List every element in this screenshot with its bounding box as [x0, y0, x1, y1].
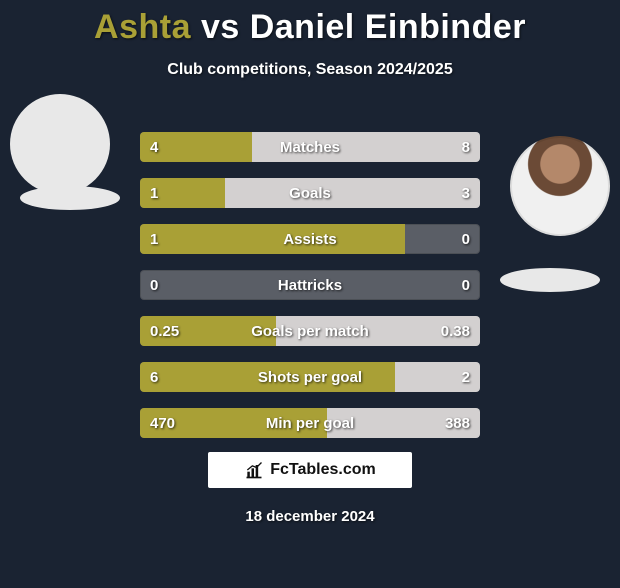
- comparison-title: Ashta vs Daniel Einbinder: [0, 8, 620, 47]
- stat-row: 10Assists: [140, 224, 480, 254]
- stat-label: Assists: [140, 224, 480, 254]
- player2-avatar: [510, 136, 610, 236]
- vs-text: vs: [201, 8, 240, 46]
- stat-row: 48Matches: [140, 132, 480, 162]
- subtitle: Club competitions, Season 2024/2025: [0, 61, 620, 79]
- stat-label: Shots per goal: [140, 362, 480, 392]
- stat-bars-container: 48Matches 13Goals 10Assists 00Hattricks 0.25…: [140, 132, 480, 454]
- stat-label: Min per goal: [140, 408, 480, 438]
- player1-name: Ashta: [94, 8, 191, 46]
- player2-shadow: [500, 268, 600, 292]
- stat-row: 13Goals: [140, 178, 480, 208]
- chart-icon: [244, 460, 264, 480]
- stat-row: 470388Min per goal: [140, 408, 480, 438]
- stat-label: Goals: [140, 178, 480, 208]
- player1-avatar: [10, 94, 110, 194]
- stat-label: Goals per match: [140, 316, 480, 346]
- player2-name: Daniel Einbinder: [250, 8, 526, 46]
- stat-label: Matches: [140, 132, 480, 162]
- fctables-logo: FcTables.com: [208, 452, 412, 488]
- stat-row: 62Shots per goal: [140, 362, 480, 392]
- stat-label: Hattricks: [140, 270, 480, 300]
- player1-shadow: [20, 186, 120, 210]
- logo-text: FcTables.com: [270, 461, 376, 479]
- footer-date: 18 december 2024: [0, 508, 620, 525]
- stat-row: 0.250.38Goals per match: [140, 316, 480, 346]
- stat-row: 00Hattricks: [140, 270, 480, 300]
